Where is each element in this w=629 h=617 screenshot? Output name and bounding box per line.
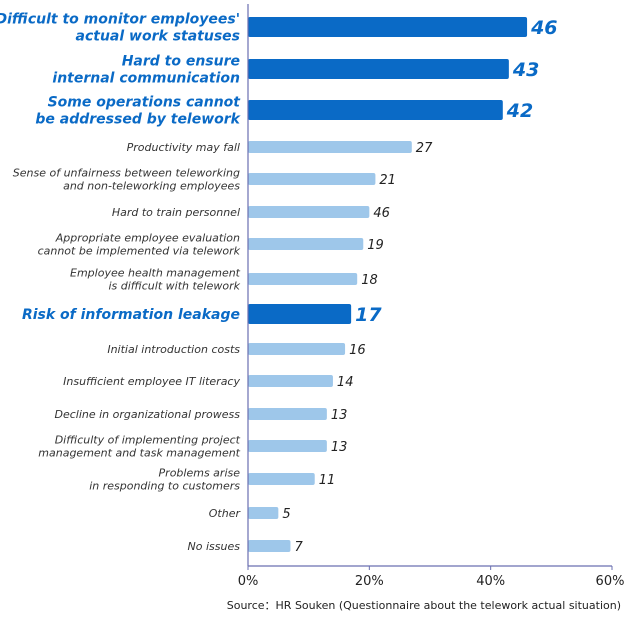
- value-label-0: 46: [530, 17, 557, 39]
- category-labels-group: Difficult to monitor employees' actual wo…: [0, 12, 242, 553]
- bar-2: [248, 100, 503, 120]
- bar-1: [248, 59, 509, 79]
- category-label-7-line-1: is difficult with telework: [108, 279, 240, 292]
- category-label-10: Insufficient employee IT literacy: [63, 375, 240, 388]
- bar-10: [248, 375, 333, 387]
- category-label-6-line-1: cannot be implemented via telework: [38, 244, 241, 257]
- category-label-6-line-0: Appropriate employee evaluation: [55, 231, 240, 244]
- value-label-11: 13: [331, 408, 348, 423]
- category-label-0-line-0: Difficult to monitor employees': [0, 12, 240, 28]
- category-label-12-line-0: Difficulty of implementing project: [55, 433, 241, 446]
- category-label-4-line-1: and non-teleworking employees: [63, 179, 240, 192]
- category-label-13-line-1: in responding to customers: [89, 479, 240, 492]
- category-label-12: Difficulty of implementing project manage…: [38, 433, 240, 459]
- value-label-10: 14: [337, 375, 354, 390]
- x-tick-label-0: 0%: [238, 574, 259, 589]
- value-label-15: 7: [294, 540, 303, 555]
- bars-group: [248, 17, 528, 552]
- category-label-14-line-0: Other: [209, 507, 242, 520]
- category-label-8-line-0: Risk of information leakage: [22, 307, 240, 323]
- category-label-3-line-0: Productivity may fall: [127, 141, 240, 154]
- category-label-8: Risk of information leakage: [22, 307, 240, 323]
- category-label-0-line-1: actual work statuses: [76, 29, 240, 45]
- category-label-9: Initial introduction costs: [107, 343, 240, 356]
- category-label-2: Some operations cannot be addressed by te…: [35, 95, 241, 128]
- bar-15: [248, 540, 291, 552]
- bar-0: [248, 17, 528, 37]
- category-label-5: Hard to train personnel: [112, 206, 240, 219]
- value-label-7: 18: [361, 273, 378, 288]
- value-label-1: 43: [512, 59, 539, 81]
- value-label-8: 17: [355, 304, 382, 326]
- bar-9: [248, 343, 346, 355]
- category-label-4-line-0: Sense of unfairness between teleworking: [13, 166, 240, 179]
- bar-7: [248, 273, 358, 285]
- bar-5: [248, 206, 370, 218]
- value-labels-group: 46 43 42 27 21 46 19 18 17 16 14 13 13 11 5 7: [282, 17, 557, 555]
- bar-8: [248, 304, 352, 324]
- x-tick-label-1: 20%: [355, 574, 384, 589]
- category-label-11: Decline in organizational prowess: [54, 408, 240, 421]
- value-label-6: 19: [367, 238, 384, 253]
- source-note: Source：HR Souken (Questionnaire about th…: [226, 599, 621, 612]
- value-label-14: 5: [282, 507, 290, 522]
- x-tick-label-3: 60%: [596, 574, 625, 589]
- bar-3: [248, 141, 412, 153]
- category-label-5-line-0: Hard to train personnel: [112, 206, 240, 219]
- category-label-12-line-1: management and task management: [38, 446, 240, 459]
- category-label-6: Appropriate employee evaluation cannot be…: [38, 231, 241, 257]
- category-label-7-line-0: Employee health management: [70, 266, 241, 279]
- category-label-0: Difficult to monitor employees' actual wo…: [0, 12, 240, 45]
- category-label-4: Sense of unfairness between teleworking a…: [13, 166, 241, 192]
- value-label-5: 46: [373, 206, 390, 221]
- category-label-2-line-0: Some operations cannot: [48, 95, 242, 111]
- bar-6: [248, 238, 364, 250]
- x-axis: 0% 20% 40% 60%: [238, 4, 625, 589]
- category-label-14: Other: [209, 507, 242, 520]
- category-label-2-line-1: be addressed by telework: [35, 112, 241, 128]
- category-label-3: Productivity may fall: [127, 141, 240, 154]
- category-label-13: Problems arise in responding to customers: [89, 466, 240, 492]
- value-label-9: 16: [349, 343, 366, 358]
- category-label-11-line-0: Decline in organizational prowess: [54, 408, 240, 421]
- value-label-2: 42: [506, 100, 533, 122]
- category-label-1-line-0: Hard to ensure: [122, 54, 240, 70]
- bar-12: [248, 440, 327, 452]
- category-label-9-line-0: Initial introduction costs: [107, 343, 240, 356]
- category-label-13-line-0: Problems arise: [159, 466, 241, 479]
- bar-11: [248, 408, 327, 420]
- category-label-10-line-0: Insufficient employee IT literacy: [63, 375, 240, 388]
- category-label-1: Hard to ensure internal communication: [52, 54, 240, 87]
- value-label-13: 11: [319, 473, 336, 488]
- bar-14: [248, 507, 279, 519]
- value-label-4: 21: [379, 173, 396, 188]
- value-label-3: 27: [416, 141, 433, 156]
- category-label-15-line-0: No issues: [188, 540, 241, 553]
- x-tick-label-2: 40%: [476, 574, 505, 589]
- category-label-1-line-1: internal communication: [52, 71, 240, 87]
- bar-13: [248, 473, 315, 485]
- category-label-15: No issues: [188, 540, 241, 553]
- bar-4: [248, 173, 376, 185]
- value-label-12: 13: [331, 440, 348, 455]
- category-label-7: Employee health management is difficult w…: [70, 266, 241, 292]
